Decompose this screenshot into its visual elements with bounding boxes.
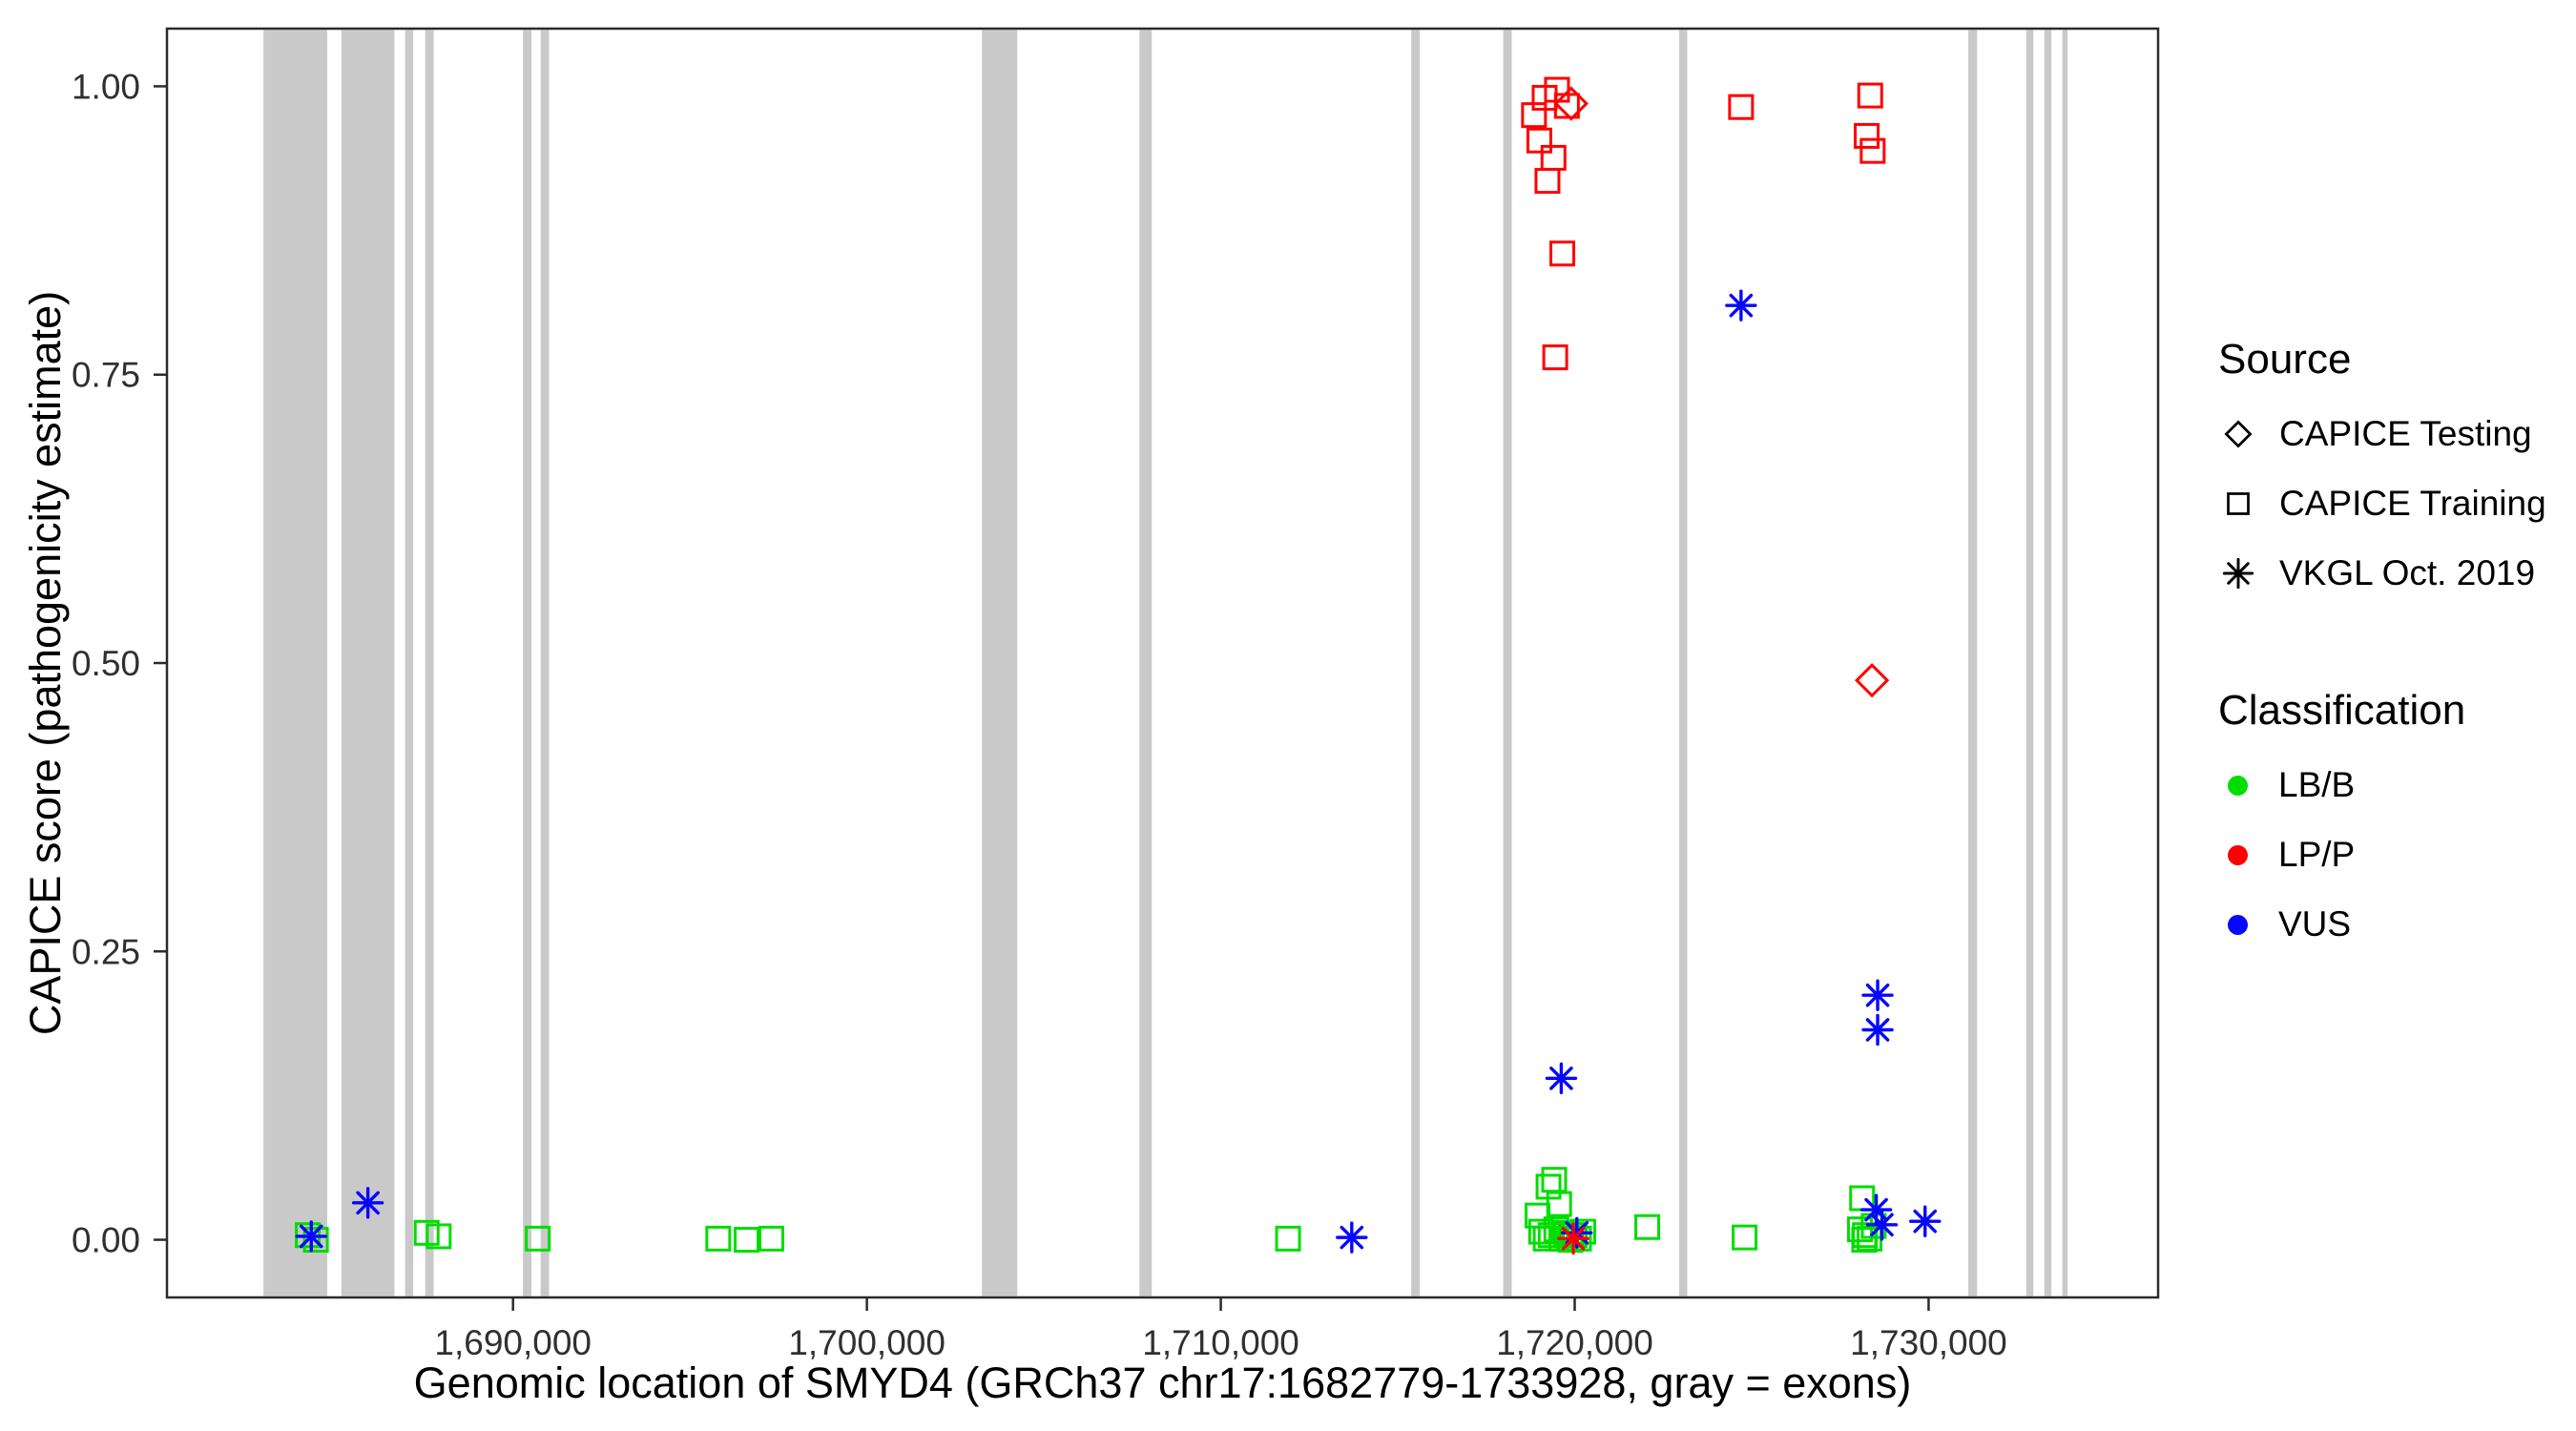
data-point-square bbox=[426, 1223, 452, 1250]
x-axis: 1,690,000 1,700,000 1,710,000 1,720,000 1,73… bbox=[434, 1297, 2007, 1362]
legend-item-vkgl: VKGL Oct. 2019 bbox=[2218, 551, 2571, 595]
legend-item-capice-testing: CAPICE Testing bbox=[2218, 412, 2571, 456]
data-point-square bbox=[1275, 1225, 1301, 1252]
x-tick-label: 1,730,000 bbox=[1850, 1323, 2007, 1362]
exon-bar bbox=[1678, 30, 1688, 1296]
x-tick-label: 1,700,000 bbox=[788, 1323, 945, 1362]
legend-item-lpp: LP/P bbox=[2218, 833, 2571, 877]
exon-bar bbox=[405, 30, 414, 1296]
asterisk-icon bbox=[2222, 557, 2254, 590]
exon-bar bbox=[2025, 30, 2034, 1296]
legend-title-source: Source bbox=[2218, 336, 2352, 383]
data-point-square bbox=[1859, 137, 1886, 164]
legend-label-vkgl: VKGL Oct. 2019 bbox=[2279, 553, 2536, 592]
data-points bbox=[295, 76, 1942, 1255]
legend-item-capice-training: CAPICE Training bbox=[2218, 482, 2571, 526]
exon-bar bbox=[1967, 30, 1978, 1296]
data-point-square bbox=[758, 1225, 784, 1252]
data-point-asterisk bbox=[1725, 289, 1757, 321]
data-point-square bbox=[525, 1225, 551, 1252]
lpp-dot-icon bbox=[2228, 844, 2248, 865]
square-icon bbox=[2227, 492, 2250, 515]
data-point-asterisk bbox=[1865, 1209, 1899, 1241]
exon-bar bbox=[1411, 30, 1421, 1296]
exon-bar bbox=[1503, 30, 1512, 1296]
exon-bar bbox=[523, 30, 531, 1296]
data-point-square bbox=[1849, 1185, 1876, 1212]
data-point-square bbox=[1857, 82, 1883, 109]
data-point-square bbox=[1732, 1224, 1758, 1251]
legend-item-lbb: LB/B bbox=[2218, 763, 2571, 807]
panel-border bbox=[165, 27, 2160, 1299]
legend-item-vus: VUS bbox=[2218, 902, 2571, 946]
data-point-asterisk bbox=[351, 1187, 384, 1219]
data-point-square bbox=[1549, 240, 1576, 267]
legend-label-lbb: LB/B bbox=[2278, 765, 2356, 804]
exon-bar bbox=[263, 30, 327, 1296]
data-point-asterisk bbox=[1909, 1205, 1942, 1237]
data-point-asterisk bbox=[1545, 1062, 1578, 1094]
legend-group-classification: Classification LB/B LP/P VUS bbox=[2218, 687, 2571, 946]
exon-bars bbox=[263, 30, 2068, 1296]
x-tick-label: 1,720,000 bbox=[1496, 1323, 1653, 1362]
y-tick-label: 0.00 bbox=[72, 1221, 140, 1260]
data-point-square bbox=[734, 1227, 760, 1254]
data-point-square bbox=[302, 1227, 329, 1254]
y-tick-label: 0.75 bbox=[72, 356, 140, 395]
exon-bar bbox=[341, 30, 395, 1296]
x-tick-label: 1,710,000 bbox=[1142, 1323, 1299, 1362]
data-point-asterisk bbox=[1861, 979, 1894, 1011]
diamond-icon bbox=[2224, 420, 2253, 448]
data-point-square bbox=[1540, 144, 1567, 171]
legend-group-source: Source CAPICE Testing CAPICE Training bbox=[2218, 336, 2571, 595]
exon-bar bbox=[982, 30, 1018, 1296]
legend-label-capice-training: CAPICE Training bbox=[2279, 484, 2546, 523]
vus-dot-icon bbox=[2228, 914, 2248, 935]
data-point-asterisk bbox=[1336, 1221, 1368, 1254]
data-point-square bbox=[1546, 1191, 1572, 1217]
data-point-square bbox=[1527, 1218, 1554, 1245]
data-point-square bbox=[1542, 344, 1568, 371]
data-point-square bbox=[1541, 1167, 1568, 1193]
legend-label-vus: VUS bbox=[2278, 904, 2352, 944]
data-point-asterisk bbox=[1861, 1013, 1894, 1047]
legend-label-lpp: LP/P bbox=[2278, 835, 2356, 874]
data-point-square bbox=[705, 1225, 732, 1252]
y-tick-label: 0.50 bbox=[72, 644, 140, 683]
data-point-asterisk bbox=[1557, 1222, 1589, 1255]
exon-bar bbox=[2044, 30, 2052, 1296]
x-axis-title: Genomic location of SMYD4 (GRCh37 chr17:… bbox=[413, 1358, 1912, 1407]
data-point-asterisk bbox=[295, 1220, 327, 1253]
data-point-square bbox=[1634, 1213, 1661, 1240]
y-axis: 0.00 0.25 0.50 0.75 1.00 bbox=[72, 67, 167, 1260]
data-point-square bbox=[1534, 168, 1561, 195]
lbb-dot-icon bbox=[2228, 775, 2248, 796]
legend-title-classification: Classification bbox=[2218, 687, 2466, 734]
exon-bar bbox=[1139, 30, 1153, 1296]
data-point-diamond bbox=[1854, 663, 1890, 698]
data-point-square bbox=[1526, 127, 1552, 154]
y-axis-title: CAPICE score (pathogenicity estimate) bbox=[21, 290, 70, 1036]
x-tick-label: 1,690,000 bbox=[434, 1323, 592, 1362]
data-point-square bbox=[1854, 122, 1880, 149]
data-point-square bbox=[1728, 93, 1755, 120]
exon-bar bbox=[425, 30, 434, 1296]
legend-label-capice-testing: CAPICE Testing bbox=[2279, 414, 2532, 453]
y-tick-label: 0.25 bbox=[72, 932, 140, 971]
exon-bar bbox=[2062, 30, 2068, 1296]
legend: Source CAPICE Testing CAPICE Training bbox=[2218, 336, 2571, 972]
y-tick-label: 1.00 bbox=[72, 67, 140, 106]
data-point-square bbox=[1851, 1227, 1878, 1254]
data-point-diamond bbox=[1553, 86, 1589, 121]
exon-bar bbox=[540, 30, 550, 1296]
